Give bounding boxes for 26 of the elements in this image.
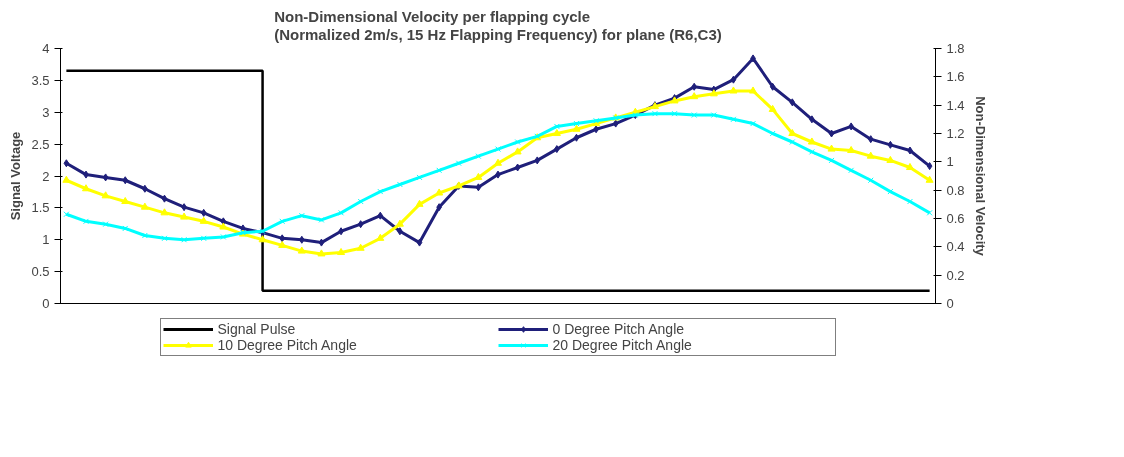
y-tick-label: 0.5 bbox=[31, 264, 50, 280]
y2-tick-label: 0.8 bbox=[946, 182, 965, 198]
legend-label: 0 Degree Pitch Angle bbox=[552, 321, 686, 337]
y-tick-label: 4 bbox=[42, 41, 50, 56]
y2-tick-label: 1.8 bbox=[946, 41, 965, 56]
y2-tick-label: 0.6 bbox=[946, 211, 965, 226]
y2-tick-label: 1.4 bbox=[946, 97, 965, 113]
y-tick-label: 3.5 bbox=[31, 72, 50, 88]
y-tick-label: 3 bbox=[42, 104, 50, 120]
y2-tick-label: 0 bbox=[946, 296, 954, 311]
y-tick-label: 0 bbox=[42, 296, 50, 311]
y-tick-label: 2 bbox=[42, 168, 50, 184]
y-tick-label: 2.5 bbox=[31, 136, 50, 152]
y2-axis-title: Non-Dimensional Velocity bbox=[972, 96, 988, 257]
y2-tick-label: 1.2 bbox=[946, 126, 965, 141]
y2-tick-label: 1 bbox=[946, 154, 954, 170]
legend-label: 10 Degree Pitch Angle bbox=[217, 337, 358, 353]
y-axis-title: Signal Voltage bbox=[8, 131, 24, 221]
y-tick-label: 1 bbox=[42, 232, 50, 248]
y2-tick-label: 0.4 bbox=[946, 239, 965, 255]
chart-title: Non-Dimensional Velocity per flapping cycle (Normalized 2m/s, 15 Hz Flapping Frequency) for plane (R6,C3) bbox=[274, 7, 722, 44]
y2-tick-label: 0.2 bbox=[946, 267, 965, 283]
y2-tick-label: 1.6 bbox=[946, 69, 965, 85]
legend-label: Signal Pulse bbox=[217, 321, 297, 337]
y-tick-label: 1.5 bbox=[31, 200, 50, 216]
legend-label: 20 Degree Pitch Angle bbox=[552, 337, 693, 353]
